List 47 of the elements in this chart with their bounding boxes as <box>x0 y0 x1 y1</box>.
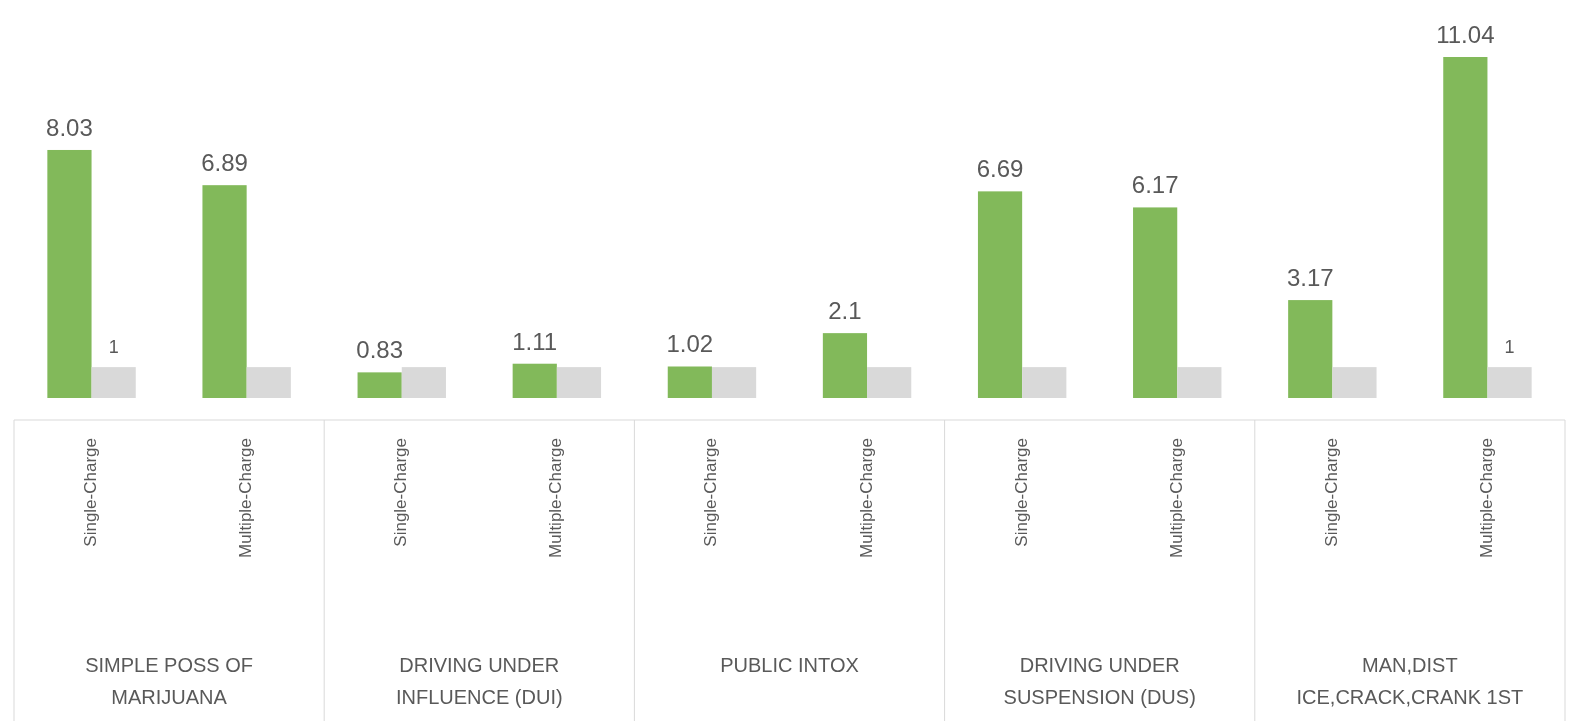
data-label: 6.89 <box>201 149 248 177</box>
x-tick-label: Multiple-Charge <box>546 438 566 558</box>
bar <box>512 363 557 398</box>
bar <box>246 367 291 398</box>
text: DRIVING UNDER INFLUENCE (DUI) <box>395 654 563 708</box>
bar <box>1022 367 1067 398</box>
data-label: 6.69 <box>976 155 1024 183</box>
text: SIMPLE POSS OF MARIJUANA <box>85 654 254 708</box>
bar <box>91 367 136 398</box>
data-label: 2.1 <box>828 297 862 325</box>
bar <box>357 372 402 398</box>
x-tick-label: Multiple-Charge <box>236 438 256 558</box>
data-label: 1.02 <box>666 330 714 358</box>
bar <box>1332 367 1377 398</box>
data-label: 0.83 <box>356 336 404 364</box>
x-tick-label: Single-Charge <box>1321 438 1341 547</box>
bar <box>1487 367 1532 398</box>
data-label: 6.17 <box>1131 171 1179 199</box>
bar <box>1288 300 1333 398</box>
data-label: 8.03 <box>46 113 93 141</box>
bar <box>867 367 912 398</box>
x-tick-label: Single-Charge <box>81 438 101 547</box>
bar <box>822 333 868 398</box>
data-label: 1 <box>1504 337 1515 358</box>
bar <box>1177 367 1222 398</box>
x-tick-label: Multiple-Charge <box>1166 438 1186 558</box>
text: PUBLIC INTOX <box>720 654 859 676</box>
bar <box>977 191 1023 398</box>
bar <box>202 185 247 398</box>
x-tick-label: Multiple-Charge <box>1476 438 1496 558</box>
bar <box>711 367 757 398</box>
bar <box>47 149 92 398</box>
data-label: 1.11 <box>512 327 558 355</box>
x-tick-label: Single-Charge <box>1011 438 1031 547</box>
bar <box>1133 207 1178 398</box>
bar <box>1443 57 1488 398</box>
data-label: 1 <box>108 337 119 358</box>
x-tick-label: Single-Charge <box>701 438 721 547</box>
data-label: 11.04 <box>1436 21 1495 48</box>
bar <box>556 367 602 398</box>
text: MAN,DIST ICE,CRACK,CRANK 1ST <box>1296 654 1524 708</box>
text: DRIVING UNDER SUSPENSION (DUS) <box>1003 654 1196 708</box>
bar <box>667 366 712 398</box>
x-tick-label: Multiple-Charge <box>856 438 876 558</box>
x-tick-label: Single-Charge <box>391 438 411 547</box>
data-label: 3.17 <box>1286 264 1334 292</box>
bar <box>401 367 446 398</box>
